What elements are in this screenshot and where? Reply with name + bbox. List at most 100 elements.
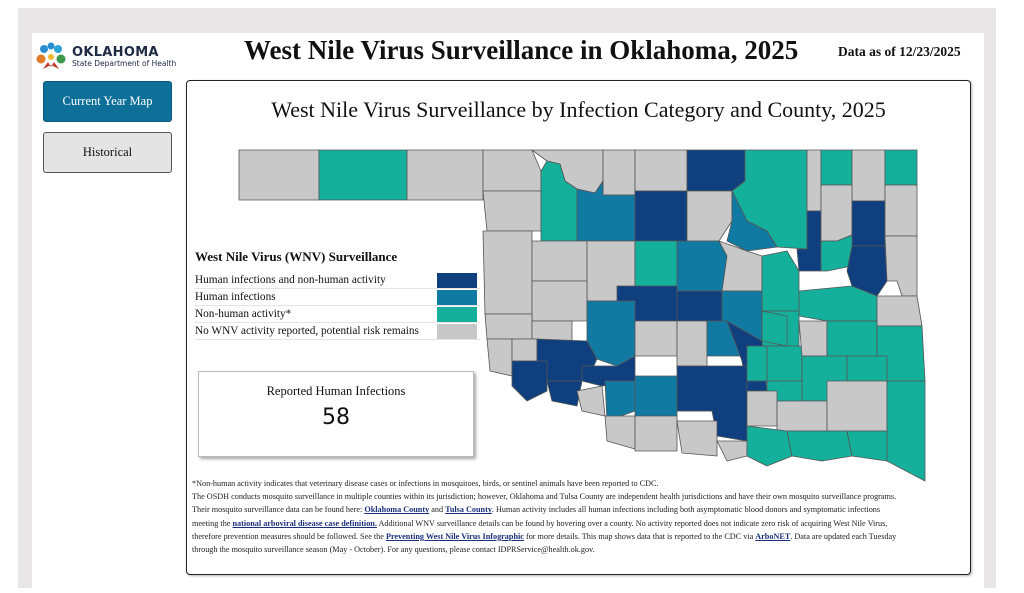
case-definition-link[interactable]: national arboviral disease case definiti… <box>232 518 377 528</box>
county-harmon[interactable] <box>486 338 513 377</box>
county-mayes[interactable] <box>851 200 886 247</box>
county-choctaw-east[interactable] <box>846 430 888 462</box>
legend-swatch-blue <box>437 289 477 305</box>
county-pushmataha[interactable] <box>826 380 888 432</box>
county-tillman[interactable] <box>546 380 583 407</box>
county-nowata[interactable] <box>820 149 853 186</box>
county-roger-mills[interactable] <box>482 230 533 315</box>
note-text: Their mosquito surveillance data can be … <box>192 505 365 515</box>
county-custer[interactable] <box>531 280 588 322</box>
county-creek[interactable] <box>761 250 800 312</box>
county-rogers[interactable] <box>820 184 853 242</box>
county-garvin[interactable] <box>634 375 678 417</box>
osdh-logo[interactable]: OKLAHOMA State Department of Health <box>34 39 184 75</box>
logo-title: OKLAHOMA <box>72 45 159 60</box>
county-seminole[interactable] <box>746 345 768 382</box>
county-okfuskee[interactable] <box>761 310 788 347</box>
county-ellis[interactable] <box>482 190 542 232</box>
current-year-map-button[interactable]: Current Year Map <box>43 81 172 122</box>
county-hughes[interactable] <box>766 345 803 382</box>
oklahoma-county-map[interactable] <box>187 81 972 576</box>
legend-swatch-gray <box>437 323 477 339</box>
county-noble[interactable] <box>686 190 733 242</box>
county-sequoyah[interactable] <box>876 295 923 327</box>
note-line-5: therefore prevention measures should be … <box>192 530 967 543</box>
county-harper[interactable] <box>482 149 542 192</box>
legend-item-human: Human infections <box>195 289 480 306</box>
legend-item-none: No WNV activity reported, potential risk… <box>195 323 480 340</box>
legend-swatch-teal <box>437 306 477 322</box>
county-carter[interactable] <box>634 415 678 452</box>
county-ottawa[interactable] <box>884 149 918 186</box>
footnotes: *Non-human activity indicates that veter… <box>192 477 967 556</box>
county-delaware[interactable] <box>884 184 918 237</box>
county-craig[interactable] <box>851 149 886 202</box>
county-muskogee[interactable] <box>798 285 878 322</box>
county-cotton[interactable] <box>576 385 606 417</box>
data-as-of-date: Data as of 12/23/2025 <box>838 44 961 59</box>
legend-label: Human infections and non-human activity <box>195 274 386 286</box>
counter-value: 58 <box>322 405 350 430</box>
legend-item-both: Human infections and non-human activity <box>195 272 480 289</box>
county-mcintosh[interactable] <box>798 320 828 357</box>
county-adair[interactable] <box>884 235 918 297</box>
county-texas[interactable] <box>318 149 408 201</box>
county-johnston[interactable] <box>746 390 778 427</box>
county-logan[interactable] <box>676 240 728 292</box>
map-title: West Nile Virus Surveillance by Infectio… <box>271 97 886 122</box>
county-jackson[interactable] <box>511 360 548 402</box>
logo-subtitle: State Department of Health <box>72 59 177 68</box>
county-alfalfa[interactable] <box>602 149 636 196</box>
county-love[interactable] <box>676 420 718 457</box>
county-cimarron[interactable] <box>238 149 320 201</box>
county-stephens[interactable] <box>604 380 636 422</box>
counter-label: Reported Human Infections <box>266 384 406 398</box>
county-mcclain[interactable] <box>676 320 708 367</box>
historical-button[interactable]: Historical <box>43 132 172 173</box>
note-text: . Human activity includes all human infe… <box>491 505 881 515</box>
county-jefferson[interactable] <box>604 415 636 450</box>
county-haskell[interactable] <box>826 320 878 357</box>
county-marshall[interactable] <box>716 440 748 462</box>
county-latimer[interactable] <box>846 355 888 382</box>
county-oklahoma[interactable] <box>676 290 723 322</box>
county-bryan[interactable] <box>746 425 793 467</box>
legend-label: Human infections <box>195 291 276 303</box>
note-line-6: through the mosquito surveillance season… <box>192 545 595 555</box>
legend-title: West Nile Virus (WNV) Surveillance <box>195 249 398 264</box>
legend-label: Non-human activity* <box>195 308 292 320</box>
county-kingfisher[interactable] <box>634 240 678 292</box>
county-mccurtain[interactable] <box>886 380 926 482</box>
legend-item-nonhuman: Non-human activity* <box>195 306 480 323</box>
infographic-link[interactable]: Preventing West Nile Virus Infographic <box>385 531 524 541</box>
county-beaver[interactable] <box>406 149 484 201</box>
legend-label: No WNV activity reported, potential risk… <box>195 325 419 337</box>
county-grady[interactable] <box>634 320 678 357</box>
note-text: Additional WNV surveillance details can … <box>376 518 888 528</box>
county-atoka[interactable] <box>776 400 828 432</box>
note-line-3: Their mosquito surveillance data can be … <box>192 503 967 516</box>
legend-swatch-dark-navy <box>437 272 477 288</box>
osdh-star-logo-icon <box>36 42 66 69</box>
note-line-2: The OSDH conducts mosquito surveillance … <box>192 492 897 502</box>
note-text: and <box>429 505 446 515</box>
county-pawnee[interactable] <box>726 190 778 252</box>
county-washington[interactable] <box>806 149 822 212</box>
county-dewey[interactable] <box>531 240 588 282</box>
reported-human-infections-card: Reported Human Infections 58 <box>198 371 474 457</box>
arbonet-link[interactable]: ArboNET <box>755 531 791 541</box>
note-line-1: *Non-human activity indicates that veter… <box>192 479 659 488</box>
note-line-4: meeting the national arboviral disease c… <box>192 517 967 530</box>
tulsa-county-link[interactable]: Tulsa County <box>445 505 492 515</box>
note-text: for more details. This map shows data th… <box>523 531 756 541</box>
page: OKLAHOMA State Department of Health West… <box>32 33 984 593</box>
page-title: West Nile Virus Surveillance in Oklahoma… <box>244 35 799 65</box>
county-kay[interactable] <box>686 149 746 192</box>
county-greer[interactable] <box>511 338 538 362</box>
oklahoma-county-link[interactable]: Oklahoma County <box>364 505 430 515</box>
county-garfield[interactable] <box>634 190 688 242</box>
county-choctaw[interactable] <box>786 430 853 462</box>
county-grant[interactable] <box>634 149 688 192</box>
county-beckham[interactable] <box>484 313 533 340</box>
map-panel: West Nile Virus Surveillance by Infectio… <box>186 80 971 575</box>
